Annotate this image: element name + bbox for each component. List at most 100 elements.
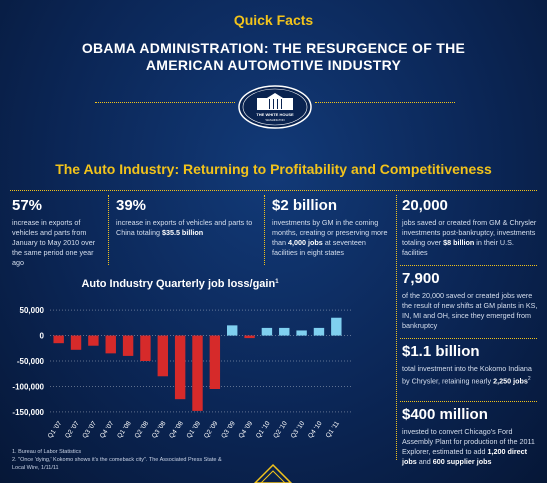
x-tick-label: Q3 '07 bbox=[81, 420, 98, 440]
y-tick-label: -50,000 bbox=[17, 357, 45, 366]
x-tick-label: Q1 '07 bbox=[47, 420, 64, 440]
fact-text-part: and bbox=[416, 457, 433, 466]
fact: $1.1 billion total investment into the Ko… bbox=[402, 343, 540, 386]
x-tick-label: Q4 '10 bbox=[307, 420, 324, 440]
fact-text: investments by GM in the coming months, … bbox=[272, 218, 390, 258]
main-title: OBAMA ADMINISTRATION: THE RESURGENCE OF … bbox=[81, 40, 466, 73]
bar bbox=[227, 325, 238, 336]
seal-city: WASHINGTON bbox=[265, 118, 284, 122]
x-tick-label: Q2 '08 bbox=[133, 420, 150, 440]
fact: 57% increase in exports of vehicles and p… bbox=[12, 197, 104, 268]
fact-text: jobs saved or created from GM & Chrysler… bbox=[402, 218, 540, 258]
bar bbox=[261, 327, 273, 336]
bar bbox=[53, 335, 64, 344]
white-house-seal: THE WHITE HOUSE WASHINGTON bbox=[238, 85, 312, 129]
fact-value: 39% bbox=[116, 197, 147, 214]
x-tick-label: Q3 '09 bbox=[220, 420, 237, 440]
fact-emphasis: 2,250 jobs bbox=[493, 376, 528, 386]
section-title: The Auto Industry: Returning to Profitab… bbox=[55, 161, 492, 177]
fact-value: $1.1 billion bbox=[402, 343, 480, 360]
bar bbox=[279, 327, 290, 336]
x-tick-label: Q4 '08 bbox=[168, 420, 185, 440]
fact-text: increase in exports of vehicles and part… bbox=[116, 218, 256, 238]
fact-text-part: increase in exports of vehicles and part… bbox=[116, 218, 253, 237]
fact: $2 billion investments by GM in the comin… bbox=[272, 197, 390, 258]
x-tick-label: Q2 '07 bbox=[64, 420, 81, 440]
decoration bbox=[253, 463, 293, 483]
bar bbox=[157, 335, 168, 377]
fact: $400 million invested to convert Chicago'… bbox=[402, 406, 540, 467]
x-tick-label: Q2 '10 bbox=[272, 420, 289, 440]
fact-value: $2 billion bbox=[272, 197, 338, 214]
y-tick-label: -100,000 bbox=[12, 382, 44, 391]
fact-text-part: invested to convert Chicago's Ford Assem… bbox=[402, 427, 535, 456]
chart-title-text: Auto Industry Quarterly job loss/gain bbox=[81, 278, 275, 290]
x-tick-label: Q4 '07 bbox=[99, 420, 116, 440]
x-tick-label: Q1 '11 bbox=[325, 420, 342, 439]
fact-text-part: of the 20,000 saved or created jobs were… bbox=[402, 291, 538, 330]
divider bbox=[10, 190, 537, 191]
fact-emphasis: $35.5 billion bbox=[161, 228, 204, 237]
footnote: 2. "Once 'dying,' Kokomo shows it's the … bbox=[12, 457, 222, 471]
fact-emphasis: 1,200 direct jobs bbox=[402, 447, 528, 466]
x-tick-label: Q2 '09 bbox=[203, 420, 220, 440]
fact: 39% increase in exports of vehicles and p… bbox=[116, 197, 256, 238]
bar bbox=[174, 335, 186, 400]
bar bbox=[331, 317, 342, 336]
x-tick-label: Q1 '10 bbox=[255, 420, 272, 440]
fact-text-part: in their U.S. facilities bbox=[402, 238, 514, 257]
footnote: 1. Bureau of Labor Statistics bbox=[12, 449, 82, 455]
bar bbox=[70, 335, 82, 350]
divider bbox=[264, 195, 265, 265]
x-tick-label: Q1 '09 bbox=[186, 420, 203, 440]
bar bbox=[88, 335, 99, 346]
fact-text-part: at seventeen facilities in eight states bbox=[272, 238, 366, 257]
divider bbox=[315, 102, 455, 103]
fact-text-part: jobs saved or created from GM & Chrysler… bbox=[402, 218, 537, 247]
fact-text: of the 20,000 saved or created jobs were… bbox=[402, 291, 540, 331]
footnotes: 1. Bureau of Labor Statistics 2. "Once '… bbox=[12, 448, 232, 472]
y-tick-label: 0 bbox=[40, 332, 45, 341]
fact-value: 7,900 bbox=[402, 270, 440, 287]
fact-text: total investment into the Kokomo Indiana… bbox=[402, 364, 540, 386]
divider bbox=[108, 195, 109, 265]
y-tick-label: 50,000 bbox=[20, 306, 45, 315]
divider bbox=[400, 401, 537, 402]
fact: 7,900 of the 20,000 saved or created jobs… bbox=[402, 270, 540, 331]
divider bbox=[400, 338, 537, 339]
fact-text-part: total investment into the Kokomo Indiana… bbox=[402, 364, 532, 386]
fact-text: increase in exports of vehicles and part… bbox=[12, 218, 104, 268]
x-tick-label: Q3 '10 bbox=[290, 420, 307, 440]
x-tick-label: Q4 '09 bbox=[238, 420, 255, 440]
chart: Auto Industry Quarterly job loss/gain1 5… bbox=[12, 278, 353, 440]
fact-emphasis: $8 billion bbox=[443, 238, 475, 247]
bar bbox=[105, 335, 116, 354]
x-tick-label: Q1 '08 bbox=[116, 420, 133, 440]
y-tick-label: -150,000 bbox=[12, 408, 44, 417]
seal-title: THE WHITE HOUSE bbox=[256, 112, 294, 117]
fact-note: 2 bbox=[527, 376, 531, 382]
chart-title: Auto Industry Quarterly job loss/gain1 bbox=[81, 278, 279, 290]
fact-value: $400 million bbox=[402, 406, 488, 423]
divider bbox=[400, 265, 537, 266]
bar bbox=[140, 335, 151, 361]
bar bbox=[122, 335, 134, 356]
fact-text-part: investments by GM in the coming months, … bbox=[272, 218, 388, 247]
fact-value: 20,000 bbox=[402, 197, 448, 214]
chart-title-note: 1 bbox=[275, 279, 279, 285]
divider bbox=[396, 195, 397, 460]
kicker: Quick Facts bbox=[233, 12, 314, 28]
x-tick-label: Q3 '08 bbox=[151, 420, 168, 440]
fact-emphasis: 4,000 jobs bbox=[288, 238, 323, 247]
bar bbox=[192, 335, 203, 411]
fact-text: invested to convert Chicago's Ford Assem… bbox=[402, 427, 540, 467]
bar bbox=[313, 327, 325, 336]
bar bbox=[209, 335, 221, 389]
divider bbox=[95, 102, 235, 103]
fact-text-part: increase in exports of vehicles and part… bbox=[12, 218, 96, 267]
fact: 20,000 jobs saved or created from GM & Ch… bbox=[402, 197, 540, 258]
fact-emphasis: 600 supplier jobs bbox=[432, 457, 492, 466]
bar bbox=[296, 330, 307, 336]
fact-value: 57% bbox=[12, 197, 43, 214]
